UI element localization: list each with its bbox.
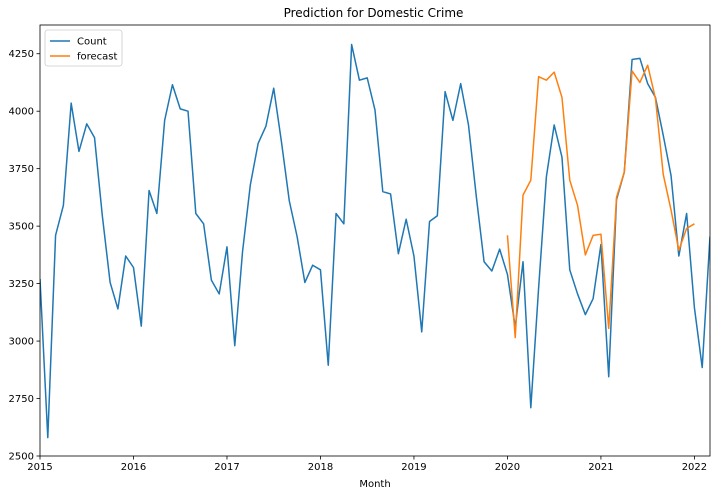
y-tick-label: 3250 xyxy=(9,279,34,290)
y-tick-label: 3000 xyxy=(9,337,34,348)
x-axis-label: Month xyxy=(359,479,390,490)
x-axis: 2015 2016 2017 2018 2019 2020 2021 2022 xyxy=(27,456,707,473)
y-axis: 2500 2750 3000 3250 3500 3750 4000 4250 xyxy=(9,49,40,463)
legend-box xyxy=(44,29,123,67)
y-tick-label: 3750 xyxy=(9,164,34,175)
y-tick-label: 2750 xyxy=(9,394,34,405)
series-group xyxy=(40,43,710,439)
axes-frame xyxy=(39,24,711,457)
y-tick-label: 4000 xyxy=(9,107,34,118)
x-tick-label: 2017 xyxy=(214,462,239,473)
series-line-forecast xyxy=(506,64,695,339)
chart-title: Prediction for Domestic Crime xyxy=(284,6,464,20)
y-tick-label: 4250 xyxy=(9,49,34,60)
x-tick-label: 2021 xyxy=(588,462,613,473)
x-tick-label: 2016 xyxy=(121,462,146,473)
legend-label-forecast: forecast xyxy=(77,52,118,63)
series-line-count xyxy=(40,43,710,439)
x-tick-label: 2015 xyxy=(27,462,52,473)
y-tick-label: 2500 xyxy=(9,452,34,463)
legend-label-count: Count xyxy=(77,37,107,48)
legend: Count forecast xyxy=(44,29,123,67)
plot-area: 2015 2016 2017 2018 2019 2020 2021 2022 2500 275… xyxy=(9,24,711,473)
x-tick-label: 2019 xyxy=(401,462,426,473)
x-tick-label: 2022 xyxy=(682,462,707,473)
x-tick-label: 2020 xyxy=(495,462,520,473)
x-tick-label: 2018 xyxy=(308,462,333,473)
y-tick-label: 3500 xyxy=(9,222,34,233)
